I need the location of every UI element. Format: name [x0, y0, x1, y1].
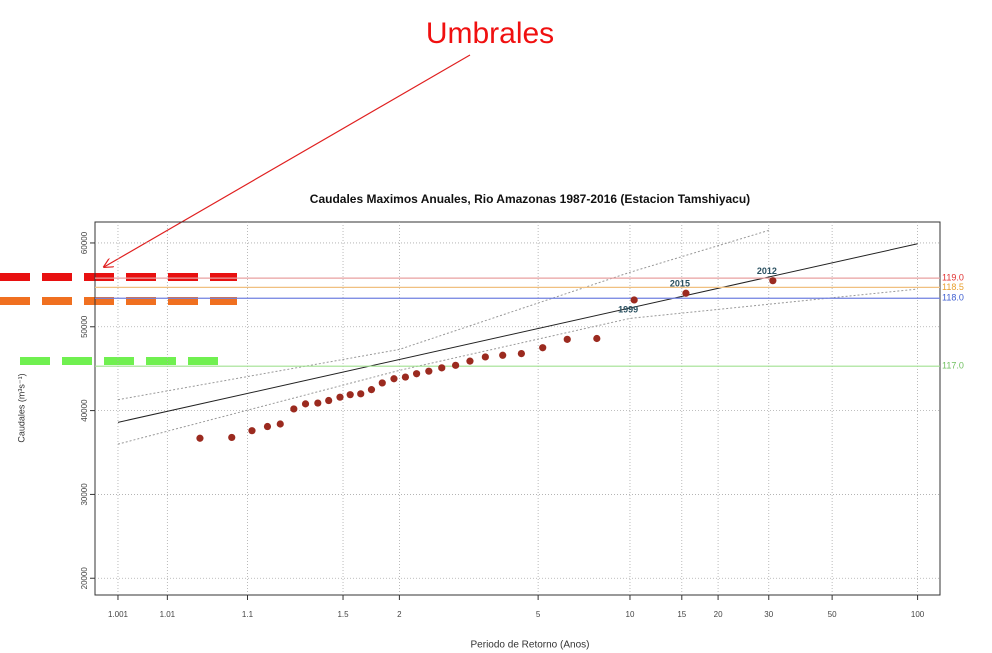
point-label: 2015 — [670, 279, 690, 289]
y-axis-label: Caudales (m³s⁻¹) — [16, 373, 26, 442]
y-tick-label: 50000 — [80, 315, 89, 338]
data-point — [682, 289, 690, 297]
x-axis-label: Periodo de Retorno (Anos) — [471, 640, 590, 651]
data-point — [499, 351, 507, 359]
fit-line — [117, 243, 918, 423]
x-tick-label: 15 — [677, 610, 686, 619]
data-point — [390, 375, 398, 383]
y-tick-label: 30000 — [80, 483, 89, 506]
point-label: 1999 — [618, 304, 638, 314]
data-point — [517, 349, 525, 358]
x-tick-label: 1.001 — [108, 610, 129, 619]
y-tick-label: 20000 — [80, 567, 89, 590]
x-tick-label: 1.1 — [242, 610, 254, 619]
threshold-label: 119.0 — [942, 273, 964, 283]
data-point — [314, 399, 322, 407]
x-tick-label: 2 — [397, 610, 402, 619]
x-tick-label: 10 — [626, 610, 635, 619]
data-point — [539, 344, 547, 352]
threshold-label: 117.0 — [942, 361, 964, 371]
x-tick-label: 1.01 — [160, 610, 176, 619]
data-point — [378, 379, 386, 387]
data-point — [593, 334, 601, 343]
data-point — [325, 396, 333, 405]
y-tick-label: 40000 — [80, 399, 89, 422]
x-tick-label: 1.5 — [337, 610, 349, 619]
x-tick-label: 100 — [911, 610, 925, 619]
data-point — [357, 390, 365, 398]
point-label: 2012 — [757, 266, 777, 276]
threshold-label: 118.0 — [942, 293, 964, 303]
plot-frame — [94, 221, 941, 596]
plot-area — [95, 222, 940, 595]
data-point — [481, 353, 489, 361]
data-point — [290, 405, 298, 413]
x-tick-label: 20 — [714, 610, 723, 619]
data-point — [563, 335, 571, 343]
data-point — [412, 370, 421, 378]
confidence-band — [117, 288, 918, 445]
data-point — [263, 422, 272, 431]
data-point — [228, 433, 236, 442]
data-point — [438, 364, 446, 372]
data-point — [336, 393, 344, 401]
data-point — [452, 361, 460, 369]
threshold-label: 118.5 — [942, 282, 964, 292]
data-point — [401, 373, 410, 381]
confidence-band — [117, 229, 769, 401]
data-point — [248, 427, 256, 435]
y-tick-label: 60000 — [80, 231, 89, 254]
data-point — [769, 277, 777, 285]
annotation-arrow — [104, 54, 471, 267]
chart-title: Caudales Maximos Anuales, Rio Amazonas 1… — [310, 192, 750, 206]
data-point — [466, 357, 474, 365]
data-point — [425, 367, 433, 375]
data-point — [346, 391, 354, 399]
x-tick-label: 50 — [828, 610, 837, 619]
data-point — [630, 296, 638, 304]
annotation: Umbrales — [426, 17, 554, 50]
data-point — [196, 434, 204, 442]
x-tick-label: 30 — [764, 610, 773, 619]
data-point — [301, 400, 310, 408]
data-point — [276, 420, 284, 428]
x-tick-label: 5 — [536, 610, 541, 619]
data-point — [367, 386, 376, 394]
